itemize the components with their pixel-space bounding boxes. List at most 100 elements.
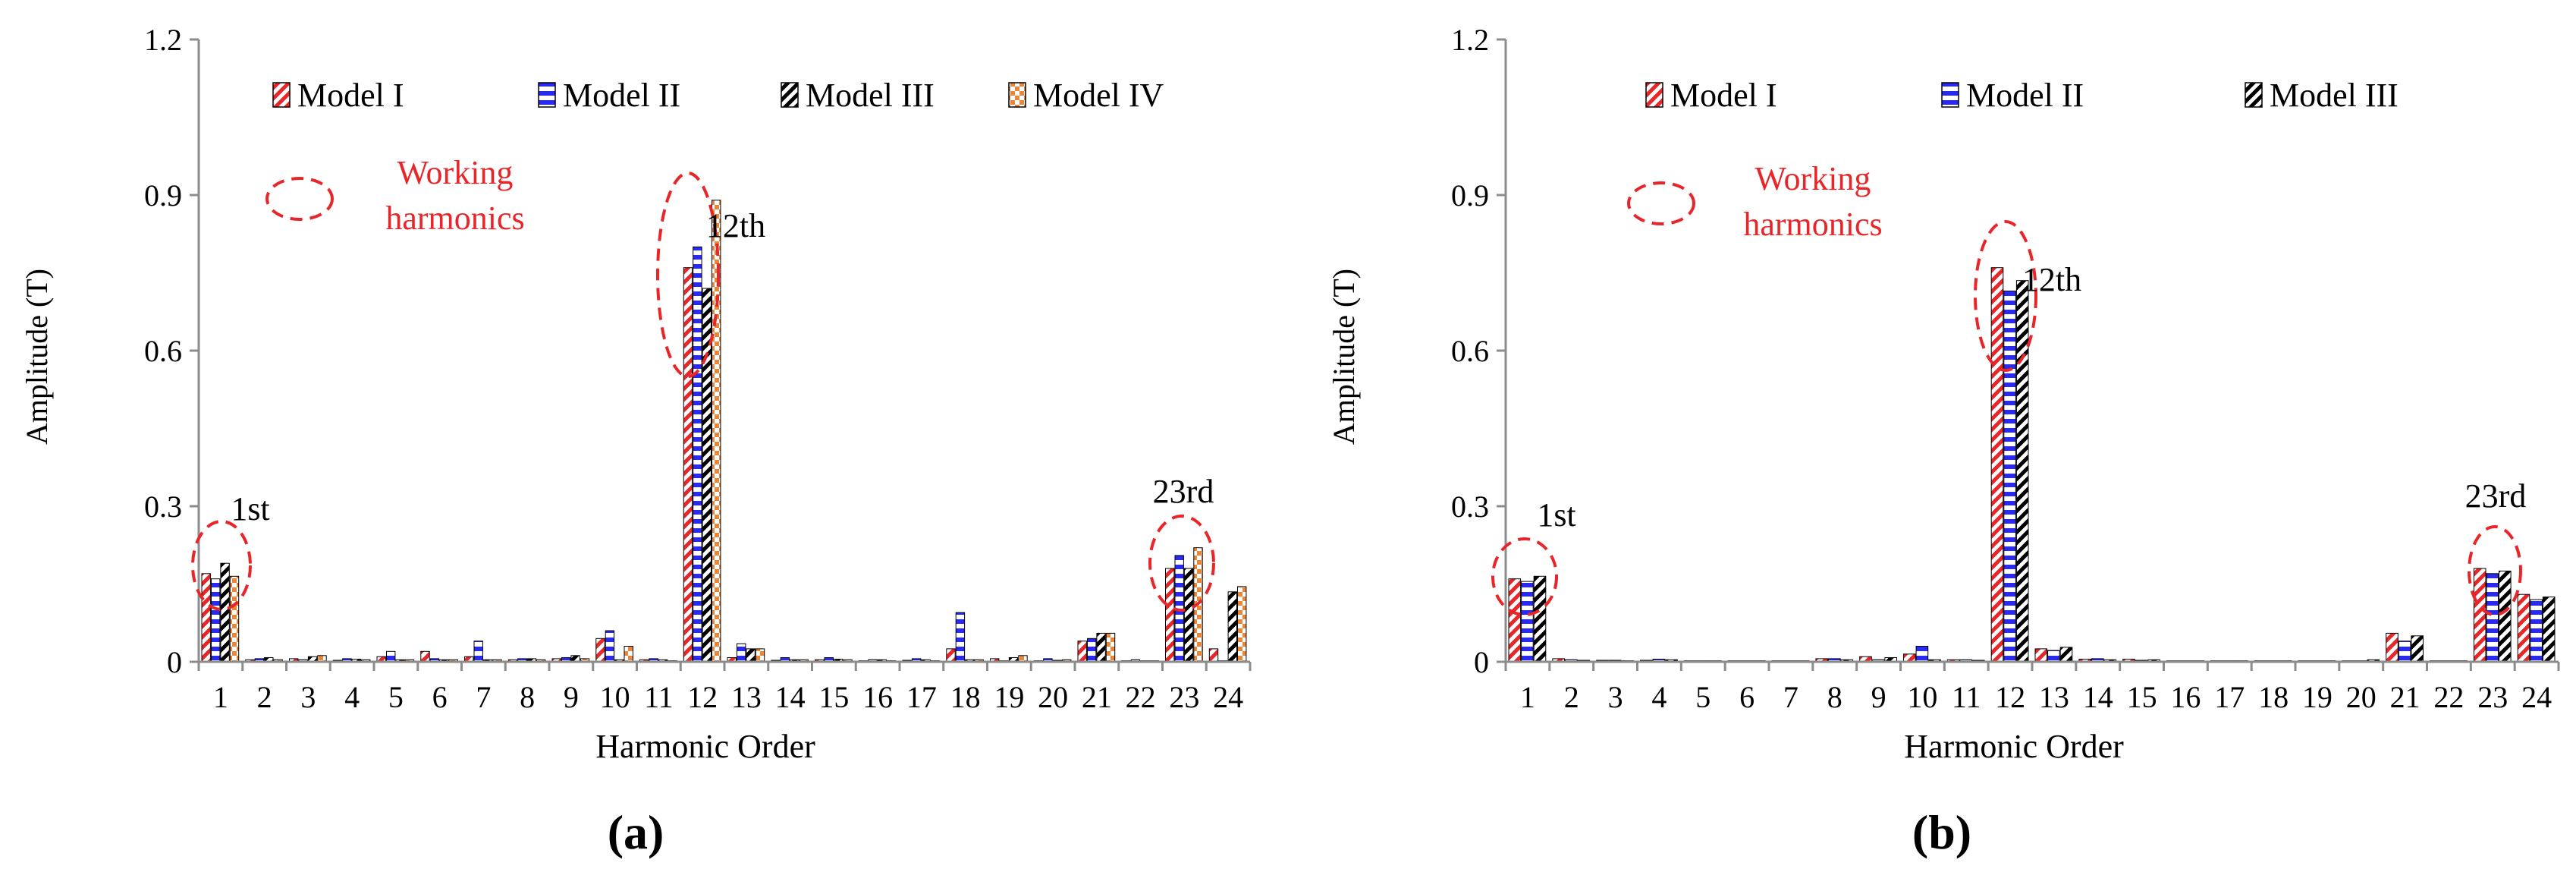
y-axis-title: Amplitude (T) — [20, 269, 54, 445]
x-tick-label: 18 — [950, 680, 981, 714]
y-tick-label: 0 — [167, 645, 182, 679]
x-tick-label: 24 — [1213, 680, 1243, 714]
legend-label: Model III — [806, 77, 935, 114]
bar-model-i-h1 — [1508, 578, 1522, 663]
legend-swatch-model-iv — [1008, 82, 1026, 108]
x-axis-title: Harmonic Order — [1904, 728, 2124, 765]
bar-model-ii-h23 — [2486, 573, 2499, 663]
x-tick-label: 1 — [213, 680, 228, 714]
annotation-label: 23rd — [2465, 477, 2527, 515]
bar-model-iv-h21 — [1105, 632, 1116, 663]
x-tick-label: 3 — [300, 680, 316, 714]
legend-label: Model I — [1670, 77, 1777, 114]
harmonic-highlight-ellipse — [1974, 220, 2037, 372]
x-tick-label: 18 — [2258, 680, 2289, 714]
bar-model-i-h21 — [2386, 632, 2399, 663]
working-harmonics-key: Working harmonics — [1627, 160, 1883, 243]
bar-model-iv-h10 — [624, 646, 633, 663]
harmonic-highlight-ellipse — [191, 520, 252, 611]
x-tick-label: 6 — [432, 680, 448, 714]
bar-model-ii-h24 — [2530, 599, 2543, 663]
x-tick-label: 16 — [2170, 680, 2201, 714]
y-tick-label: 0.3 — [144, 490, 182, 524]
y-tick-label: 0.6 — [144, 334, 182, 368]
plot-area: 00.30.60.91.21 2 3 4 5 6 7 8 9 10 11 12 13 14 15 16 17 18… — [144, 23, 1252, 714]
x-axis-title: Harmonic Order — [595, 728, 815, 765]
x-tick-label: 10 — [600, 680, 630, 714]
harmonic-highlight-ellipse — [1148, 515, 1215, 612]
x-tick-label: 7 — [1783, 680, 1798, 714]
bar-model-ii-h5 — [386, 650, 396, 663]
x-tick-label: 10 — [1907, 680, 1937, 714]
bar-model-iv-h24 — [1237, 586, 1247, 663]
y-tick-label: 0 — [1474, 645, 1489, 679]
bar-model-iii-h13 — [746, 648, 756, 663]
bar-model-i-h23 — [2473, 568, 2486, 663]
bar-model-ii-h21 — [2398, 641, 2411, 663]
x-tick-label: 8 — [520, 680, 535, 714]
bar-model-iii-h21 — [1096, 632, 1106, 663]
annotation-label: 23rd — [1153, 473, 1214, 510]
y-axis-title: Amplitude (T) — [1327, 269, 1361, 445]
bar-model-ii-h13 — [2047, 650, 2060, 663]
x-tick-label: 13 — [2039, 680, 2069, 714]
bar-model-i-h10 — [595, 638, 605, 663]
bar-model-i-h13 — [2034, 648, 2048, 663]
working-harmonics-label: harmonics — [1743, 206, 1882, 243]
legend-swatch-model-iii — [781, 82, 799, 108]
legend-label: Model II — [1966, 77, 2084, 114]
x-tick-label: 14 — [2083, 680, 2113, 714]
x-tick-label: 8 — [1827, 680, 1842, 714]
x-tick-label: 9 — [1871, 680, 1886, 714]
x-tick-label: 22 — [1126, 680, 1156, 714]
panel-b: Amplitude (T) Harmonic Order (b) 0 0.3 0.6… — [1327, 23, 2560, 859]
legend: Model I Model II Model III Model IV — [272, 77, 1164, 114]
x-tick-label: 19 — [994, 680, 1024, 714]
legend-swatch-model-ii — [1941, 82, 1959, 108]
x-tick-label: 23 — [1169, 680, 1199, 714]
harmonic-highlight-ellipse — [656, 172, 720, 378]
bar-model-i-h24 — [2517, 593, 2530, 663]
bar-model-i-h12 — [1990, 267, 2004, 663]
legend-swatch-model-ii — [538, 82, 556, 108]
legend-swatch-model-i — [272, 82, 291, 108]
panel-label: (b) — [1912, 805, 1971, 859]
bar-model-iii-h13 — [2059, 647, 2073, 663]
y-tick-label: 0.6 — [1451, 334, 1489, 368]
x-tick-label: 20 — [1038, 680, 1068, 714]
y-tick-label: 1.2 — [144, 23, 182, 57]
bar-model-iii-h12 — [2015, 280, 2029, 663]
x-tick-label: 4 — [344, 680, 360, 714]
bar-model-i-h1 — [201, 573, 211, 663]
x-tick-label: 21 — [2390, 680, 2420, 714]
bar-model-iv-h13 — [755, 648, 765, 663]
bar-model-iii-h23 — [2499, 570, 2512, 663]
annotation-label: 1st — [231, 490, 269, 527]
x-tick-label: 7 — [476, 680, 491, 714]
harmonic-highlight-ellipse — [2468, 525, 2522, 616]
legend-label: Model II — [563, 77, 680, 114]
bar-model-ii-h7 — [473, 641, 483, 663]
annotation-label: 1st — [1537, 496, 1575, 534]
bar-model-i-h18 — [946, 648, 956, 663]
x-tick-label: 3 — [1608, 680, 1623, 714]
bar-model-ii-h1 — [1521, 581, 1534, 663]
working-harmonics-label: Working — [1755, 160, 1871, 197]
annotation-label: 12th — [706, 207, 765, 244]
bar-model-ii-h13 — [737, 643, 746, 663]
x-tick-label: 12 — [1995, 680, 2025, 714]
bar-model-ii-h1 — [211, 578, 221, 663]
bar-model-i-h12 — [683, 267, 693, 663]
legend: Model I Model II Model III — [1645, 77, 2399, 114]
plot-area: 00.30.60.91.21 2 3 4 5 6 7 8 9 10 11 12 13 14 15 16 17 18… — [1451, 23, 2560, 714]
bar-model-iii-h21 — [2411, 635, 2424, 663]
panel-label: (a) — [608, 805, 664, 859]
y-tick-label: 0.3 — [1451, 490, 1489, 524]
x-tick-label: 16 — [862, 680, 893, 714]
working-harmonics-key: Working harmonics — [265, 154, 525, 237]
x-tick-label: 9 — [564, 680, 579, 714]
bar-model-iii-h24 — [1227, 591, 1237, 663]
bar-model-iii-h1 — [220, 562, 230, 663]
legend-label: Model I — [297, 77, 404, 114]
